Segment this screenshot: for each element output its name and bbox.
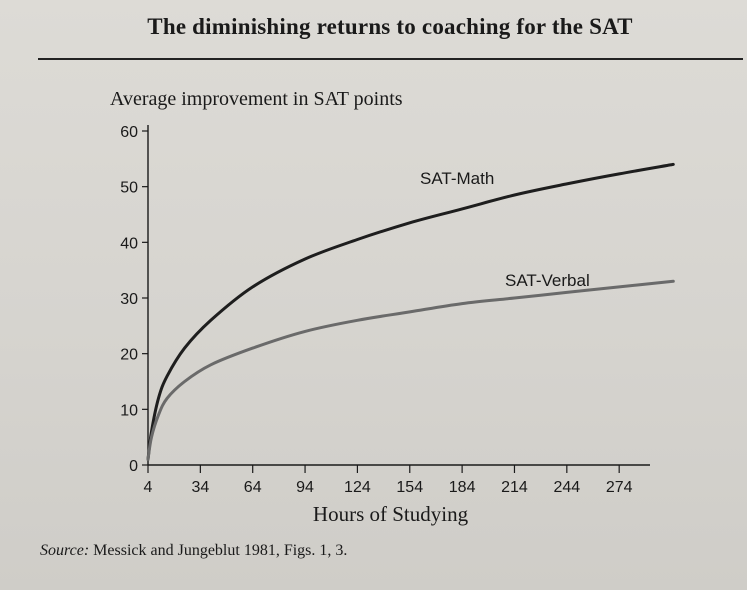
title-rule (38, 58, 743, 60)
x-tick-label: 94 (296, 479, 314, 496)
y-tick-label: 60 (120, 124, 138, 141)
chart-axes (147, 125, 650, 466)
source-note: Source: Messick and Jungeblut 1981, Figs… (40, 542, 347, 560)
series-line-sat-verbal (146, 279, 675, 461)
y-tick-label: 0 (129, 458, 138, 475)
y-tick-label: 20 (120, 347, 138, 364)
y-axis-ticks: 0 10 20 30 40 50 60 (120, 124, 148, 475)
series-label-sat-verbal: SAT-Verbal (505, 271, 590, 290)
y-tick-label: 10 (120, 402, 138, 419)
x-tick-label: 274 (606, 479, 633, 496)
x-tick-label: 244 (553, 479, 580, 496)
x-tick-label: 124 (344, 479, 371, 496)
y-axis-label: Average improvement in SAT points (110, 88, 403, 110)
y-tick-label: 50 (120, 180, 138, 197)
x-axis-ticks: 4 34 64 94 124 154 184 214 244 274 (144, 465, 633, 496)
chart-title: The diminishing returns to coaching for … (147, 14, 633, 39)
x-tick-label: 214 (501, 479, 528, 496)
x-tick-label: 64 (244, 479, 262, 496)
x-tick-label: 154 (396, 479, 423, 496)
x-tick-label: 184 (449, 479, 476, 496)
y-tick-label: 40 (120, 235, 138, 252)
series-labels: SAT-Math SAT-Verbal (420, 169, 590, 290)
x-tick-label: 4 (144, 479, 153, 496)
source-label: Source: (40, 542, 90, 559)
chart-series (146, 162, 675, 461)
y-tick-label: 30 (120, 291, 138, 308)
x-axis-label: Hours of Studying (312, 502, 469, 526)
source-text: Messick and Jungeblut 1981, Figs. 1, 3. (93, 542, 348, 559)
x-axis-label-wrap: Hours of Studying (0, 502, 747, 527)
series-label-sat-math: SAT-Math (420, 169, 494, 188)
series-line-sat-math (146, 162, 675, 461)
x-tick-label: 34 (191, 479, 209, 496)
